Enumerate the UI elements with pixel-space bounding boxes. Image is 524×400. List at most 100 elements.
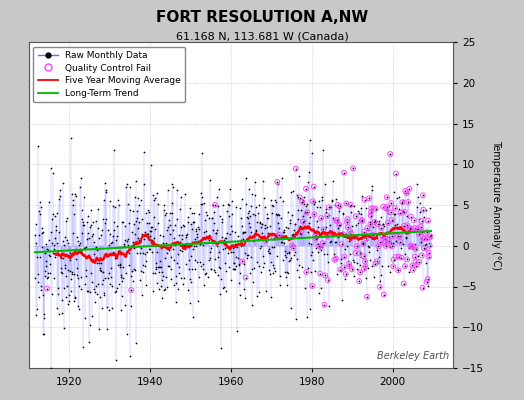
Point — [203, 234, 211, 240]
Point — [287, 254, 295, 261]
Point — [124, 236, 133, 242]
Point — [168, 209, 176, 216]
Point — [337, 256, 345, 262]
Point — [267, 258, 276, 265]
Point — [68, 269, 77, 275]
Point — [205, 255, 214, 261]
Point — [361, 258, 369, 265]
Point — [121, 223, 129, 229]
Point — [188, 226, 196, 232]
Point — [256, 219, 265, 225]
Point — [246, 224, 254, 230]
Point — [387, 217, 396, 223]
Point — [85, 338, 93, 345]
Point — [55, 196, 63, 202]
Point — [300, 285, 309, 291]
Point — [74, 275, 82, 282]
Point — [106, 240, 115, 246]
Point — [296, 230, 304, 237]
Point — [310, 183, 318, 190]
Point — [197, 262, 205, 269]
Point — [358, 240, 367, 246]
Point — [408, 262, 417, 269]
Point — [166, 222, 174, 228]
Point — [113, 232, 122, 239]
Point — [409, 244, 418, 250]
Point — [144, 219, 152, 226]
Point — [229, 244, 237, 251]
Point — [242, 274, 250, 281]
Point — [205, 236, 213, 243]
Point — [202, 228, 210, 234]
Point — [275, 232, 283, 238]
Point — [351, 250, 359, 256]
Point — [367, 206, 376, 212]
Point — [425, 240, 433, 246]
Point — [344, 258, 352, 264]
Point — [416, 209, 424, 215]
Point — [325, 302, 333, 309]
Point — [124, 242, 132, 248]
Point — [370, 219, 378, 225]
Point — [292, 316, 300, 322]
Point — [347, 266, 356, 272]
Point — [88, 279, 96, 285]
Point — [280, 229, 288, 235]
Point — [335, 222, 344, 228]
Point — [216, 213, 224, 220]
Point — [99, 216, 107, 222]
Point — [236, 292, 244, 298]
Point — [308, 248, 316, 255]
Point — [412, 259, 420, 265]
Point — [401, 188, 410, 194]
Point — [411, 246, 420, 252]
Point — [392, 170, 400, 177]
Point — [280, 268, 289, 275]
Point — [394, 266, 402, 273]
Point — [392, 221, 401, 227]
Point — [258, 220, 266, 227]
Point — [255, 263, 264, 269]
Point — [412, 262, 420, 269]
Point — [299, 200, 308, 207]
Point — [340, 253, 348, 260]
Point — [369, 205, 378, 212]
Point — [82, 244, 90, 250]
Point — [286, 220, 294, 226]
Point — [141, 210, 150, 216]
Point — [135, 236, 143, 243]
Point — [414, 194, 422, 200]
Point — [117, 277, 126, 284]
Point — [126, 352, 134, 359]
Point — [332, 256, 340, 262]
Point — [304, 265, 312, 271]
Point — [365, 219, 374, 225]
Point — [234, 262, 243, 268]
Point — [271, 211, 280, 217]
Point — [419, 236, 428, 242]
Point — [298, 264, 306, 270]
Point — [365, 195, 373, 202]
Point — [247, 254, 256, 261]
Point — [319, 240, 327, 246]
Point — [408, 226, 416, 232]
Point — [201, 217, 209, 224]
Point — [134, 224, 142, 231]
Point — [53, 291, 62, 298]
Point — [254, 232, 263, 238]
Point — [349, 165, 357, 172]
Point — [378, 263, 386, 270]
Point — [362, 205, 370, 211]
Point — [144, 231, 152, 238]
Point — [322, 209, 330, 215]
Point — [315, 242, 323, 249]
Legend: Raw Monthly Data, Quality Control Fail, Five Year Moving Average, Long-Term Tren: Raw Monthly Data, Quality Control Fail, … — [34, 46, 185, 102]
Point — [269, 265, 278, 271]
Point — [129, 208, 137, 214]
Point — [323, 233, 332, 239]
Point — [128, 278, 137, 284]
Point — [139, 269, 147, 275]
Point — [414, 231, 423, 237]
Point — [409, 267, 417, 273]
Point — [287, 189, 296, 196]
